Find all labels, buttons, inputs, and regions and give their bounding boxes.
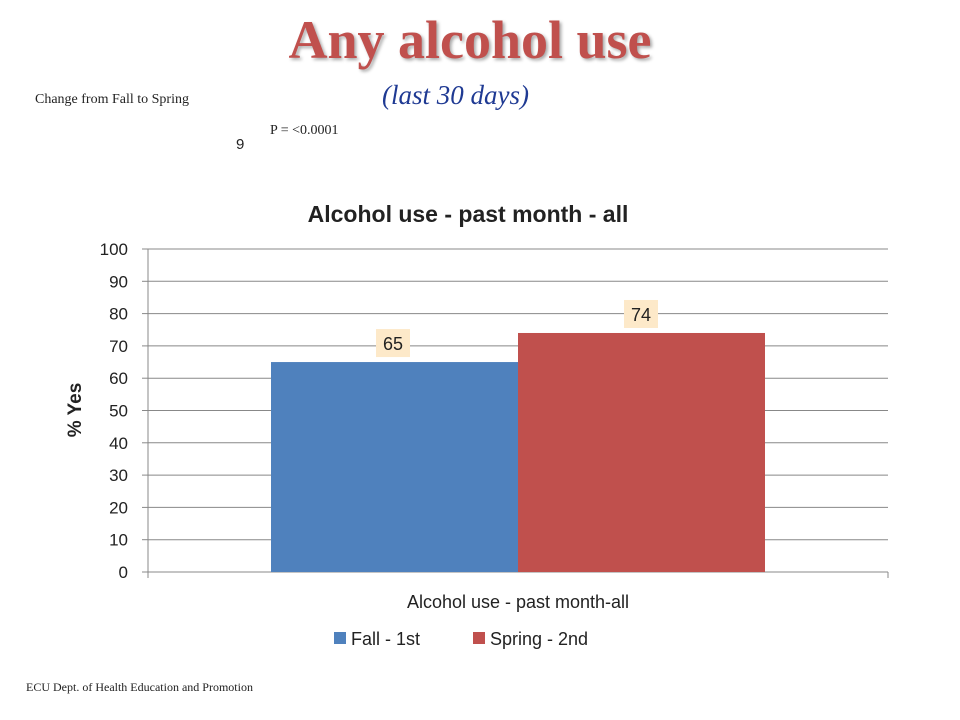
- y-tick-label: 70: [109, 337, 128, 356]
- bar-fall: [271, 362, 518, 572]
- y-tick-label: 40: [109, 434, 128, 453]
- change-note: Change from Fall to Spring: [35, 92, 189, 107]
- slide-number: 9: [236, 136, 245, 153]
- data-label: 65: [383, 334, 403, 354]
- y-tick-labels: 0 10 20 30 40 50 60 70 80 90 100: [100, 240, 128, 582]
- y-axis-label: % Yes: [65, 383, 86, 438]
- p-value: P = <0.0001: [270, 123, 339, 138]
- legend-swatch: [334, 632, 346, 644]
- slide-subtitle: (last 30 days): [382, 80, 529, 110]
- y-tick-label: 10: [109, 531, 128, 550]
- y-tick-label: 30: [109, 466, 128, 485]
- y-tick-label: 50: [109, 402, 128, 421]
- legend-swatch: [473, 632, 485, 644]
- legend-label: Spring - 2nd: [490, 629, 588, 649]
- data-label: 74: [631, 305, 651, 325]
- y-tick-label: 100: [100, 240, 128, 259]
- footer: ECU Dept. of Health Education and Promot…: [26, 680, 253, 694]
- data-label-bg: [624, 299, 658, 328]
- y-tick-label: 90: [109, 272, 128, 291]
- data-label-bg: [376, 329, 410, 358]
- y-tick-label: 80: [109, 305, 128, 324]
- chart-title: Alcohol use - past month - all: [308, 201, 629, 227]
- y-tick-label: 0: [119, 563, 128, 582]
- slide-title: Any alcohol use: [288, 10, 652, 70]
- x-axis-category-label: Alcohol use - past month-all: [407, 592, 629, 612]
- legend: Fall - 1st Spring - 2nd: [334, 629, 588, 649]
- data-labels: 65 74: [376, 299, 658, 358]
- legend-label: Fall - 1st: [351, 629, 420, 649]
- y-tick-label: 60: [109, 369, 128, 388]
- y-tick-label: 20: [109, 498, 128, 517]
- bar-spring: [518, 332, 765, 572]
- bars: [271, 332, 765, 572]
